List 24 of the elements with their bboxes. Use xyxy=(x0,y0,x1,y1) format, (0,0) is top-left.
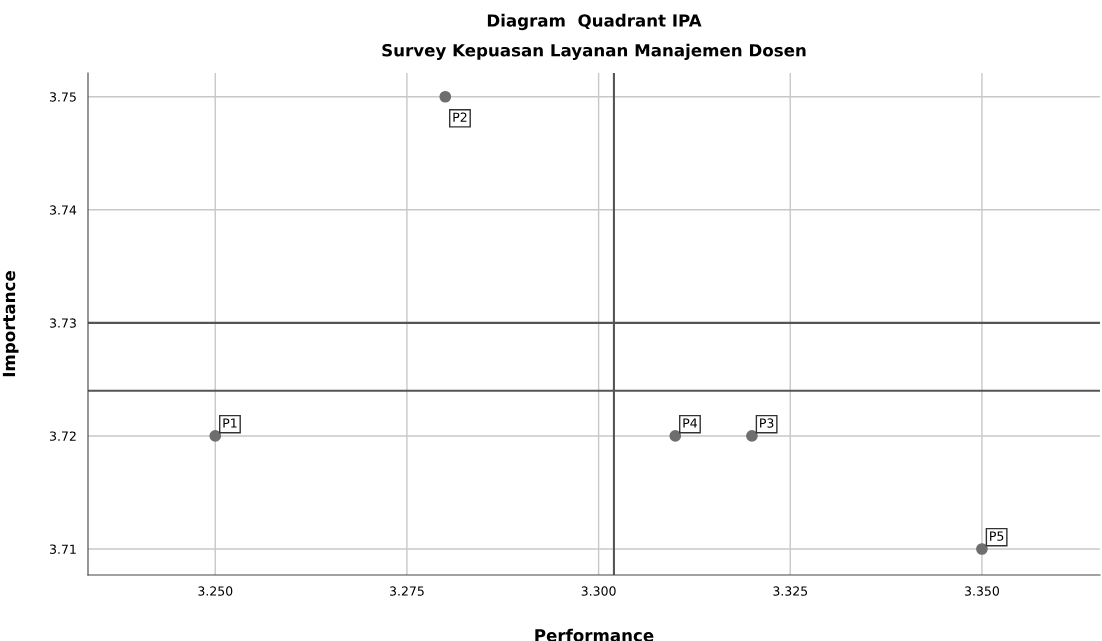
point xyxy=(439,90,452,103)
chart-subtitle: Survey Kepuasan Layanan Manajemen Dosen xyxy=(382,43,806,60)
y-tick-label: 3.71 xyxy=(50,544,76,554)
y-tick-label: 3.72 xyxy=(50,431,76,441)
annotation: P1 xyxy=(223,418,237,428)
annotation: P5 xyxy=(990,531,1004,541)
point xyxy=(669,430,682,442)
annotation: P3 xyxy=(760,418,774,428)
y-axis-title: Importance xyxy=(2,271,19,377)
chart-title: Diagram Quadrant IPA xyxy=(487,13,702,31)
x-tick-label: 3.250 xyxy=(198,586,233,596)
x-tick-label: 3.300 xyxy=(581,586,616,596)
y-tick-label: 3.73 xyxy=(50,318,76,328)
point xyxy=(746,430,758,442)
x-tick-label: 3.325 xyxy=(773,586,808,596)
point xyxy=(209,430,222,442)
annotation: P2 xyxy=(453,112,467,122)
y-tick-label: 3.75 xyxy=(50,92,76,102)
y-tick-label: 3.74 xyxy=(50,205,77,215)
point xyxy=(976,543,988,555)
annotation: P4 xyxy=(683,418,697,428)
x-tick-label: 3.350 xyxy=(964,586,999,596)
x-tick-label: 3.275 xyxy=(389,586,424,596)
x-axis-title: Performance xyxy=(535,628,654,641)
